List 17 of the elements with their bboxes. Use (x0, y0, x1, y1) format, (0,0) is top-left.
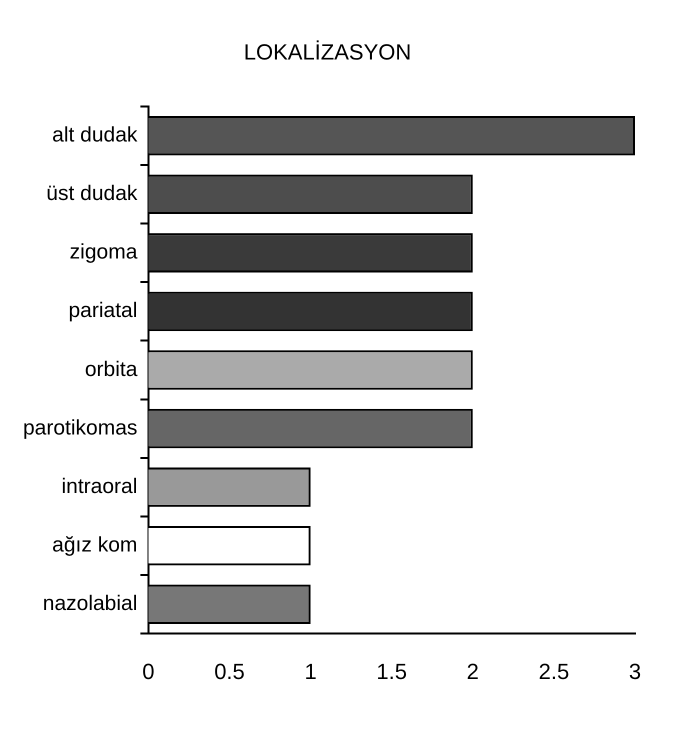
x-tick-label: 3 (628, 658, 642, 684)
x-tick-label: 2 (466, 658, 479, 684)
y-tick-label: ağız kom (52, 534, 138, 557)
x-tick-label: 0.5 (214, 658, 245, 684)
y-tick-label: alt dudak (52, 123, 138, 146)
x-tick-label: 1 (304, 658, 317, 684)
y-tick-label: intraoral (62, 474, 138, 498)
x-tick-label: 1.5 (376, 658, 407, 684)
y-tick-label: üst dudak (46, 182, 138, 206)
y-tick-label: orbita (84, 358, 138, 381)
y-tick-label: pariatal (68, 299, 138, 322)
y-tick-label: nazolabial (42, 592, 138, 616)
x-tick-label: 2.5 (538, 658, 570, 684)
y-tick-label: parotikomas (22, 416, 138, 440)
chart-title: LOKALİZASYON (244, 39, 412, 64)
y-tick-label: zigoma (70, 240, 138, 264)
x-tick-label: 0 (142, 658, 155, 684)
